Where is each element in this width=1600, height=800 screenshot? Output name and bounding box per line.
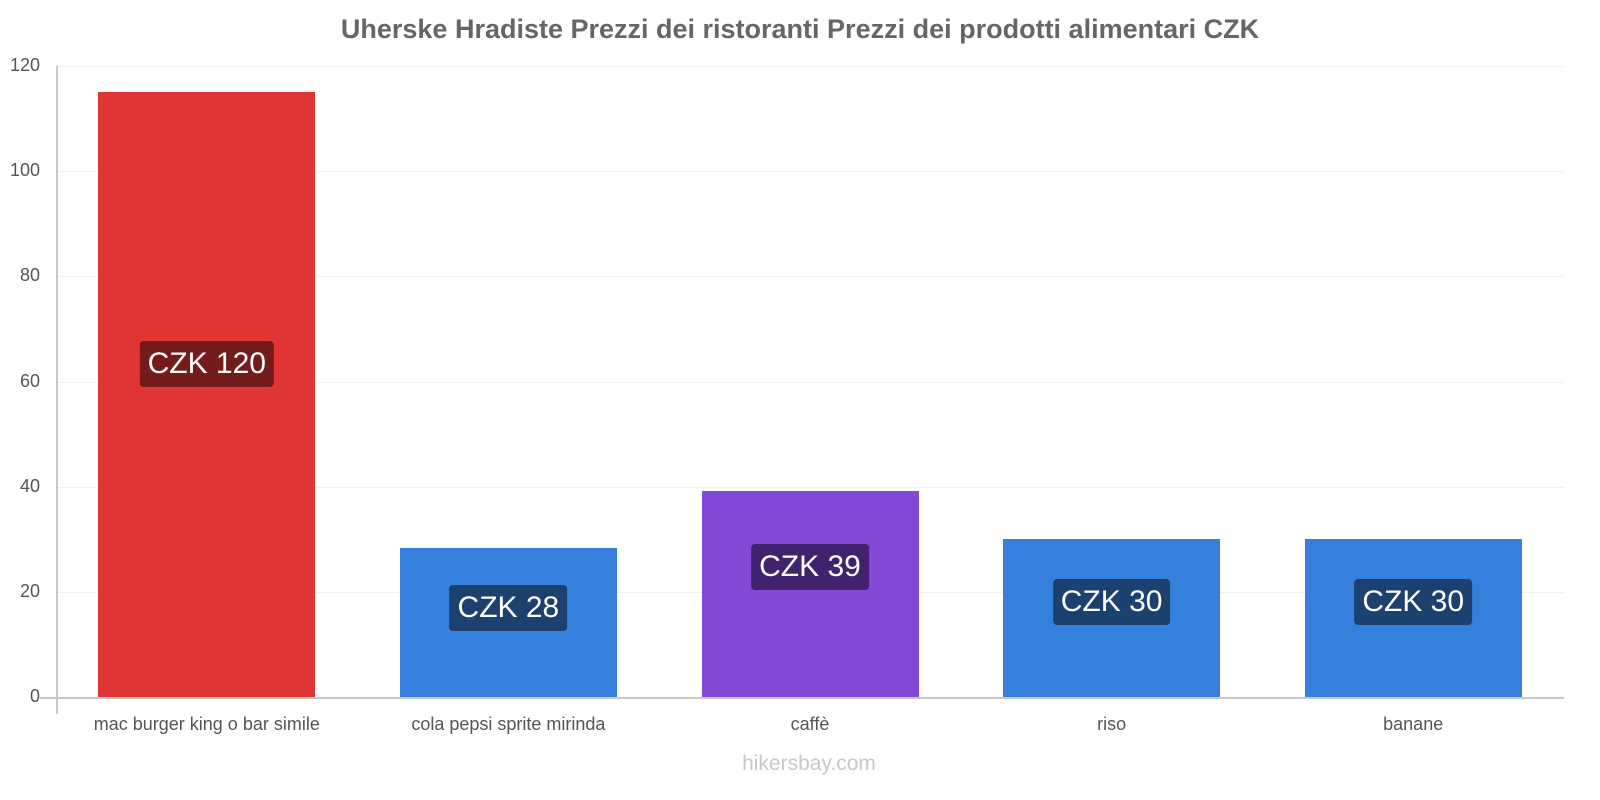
gridline <box>56 381 1564 383</box>
x-tick-label: riso <box>1097 714 1127 734</box>
gridline <box>56 486 1564 488</box>
chart-title: Uherske Hradiste Prezzi dei ristoranti P… <box>340 14 1260 44</box>
x-tick-label: cola pepsi sprite mirinda <box>411 714 606 734</box>
y-tick-label: 40 <box>19 475 40 496</box>
bar-value-label: CZK 39 <box>751 543 869 590</box>
x-tick-label: banane <box>1383 714 1444 734</box>
gridline <box>56 66 1564 67</box>
bar[interactable] <box>701 490 919 697</box>
x-tick-label: caffè <box>790 714 830 734</box>
y-tick-label: 20 <box>19 580 40 601</box>
y-tick-label: 100 <box>9 160 40 181</box>
bar-value-label: CZK 28 <box>449 585 568 632</box>
watermark: hikersbay.com <box>742 752 876 775</box>
y-tick-label: 80 <box>19 265 40 286</box>
bar-value-label: CZK 30 <box>1354 578 1473 625</box>
bar-value-label: CZK 30 <box>1052 578 1171 625</box>
y-tick-label: 120 <box>9 55 40 75</box>
bar-value-label: CZK 120 <box>139 341 274 387</box>
gridline <box>56 171 1564 173</box>
y-tick-label: 60 <box>19 370 40 391</box>
bar[interactable] <box>98 92 316 697</box>
x-axis-line <box>40 697 1564 699</box>
gridline <box>56 276 1564 278</box>
y-axis-line <box>56 66 58 714</box>
y-tick-label: 0 <box>29 686 40 706</box>
x-tick-label: mac burger king o bar simile <box>93 714 320 734</box>
